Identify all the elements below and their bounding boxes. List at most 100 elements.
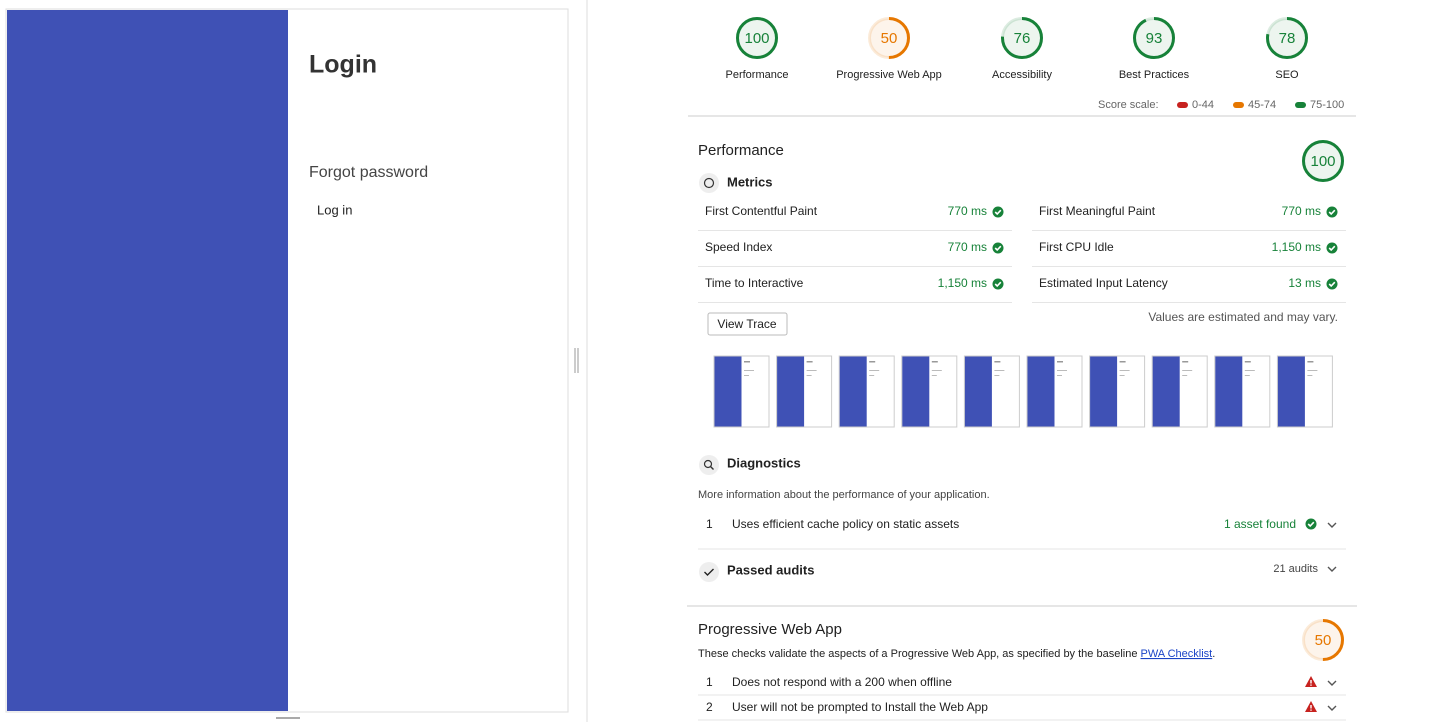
gauge-arc [1266,17,1308,59]
diagnostics-icon [699,455,719,475]
filmstrip-text [1307,375,1313,376]
filmstrip-text [869,361,876,363]
filmstrip-sidebar [1215,356,1243,427]
metric-value: 770 ms [948,240,987,254]
login-button[interactable]: Log in [317,202,352,217]
gauge-arc [736,17,778,59]
sidebar [7,10,288,711]
filmstrip-text [1244,375,1250,376]
pwa-checklist-link[interactable]: PWA Checklist [1141,648,1213,660]
pwa-description-text: These checks validate the aspects of a P… [698,648,1141,660]
gauge-label: Accessibility [992,69,1052,81]
passed-icon-check [704,568,714,576]
filmstrip-sidebar [714,356,742,427]
metrics-icon-glyph [703,177,715,189]
legend-label: 0-44 [1192,99,1214,111]
filmstrip-text [994,361,1001,363]
metric-name: Estimated Input Latency [1039,276,1168,290]
filmstrip-text [744,375,749,376]
section-gauge-arc [1302,140,1344,182]
pass-icon-check [1328,245,1336,252]
filmstrip-sidebar [1090,356,1118,427]
pass-icon-check [994,209,1002,216]
diagnostics-description: More information about the performance o… [698,489,990,501]
chevron [1327,705,1337,711]
filmstrip-text [1244,370,1255,371]
metric-name: Time to Interactive [705,276,804,290]
filmstrip-text [1119,375,1125,376]
metric-value: 1,150 ms [938,276,987,290]
subsection-title: Metrics [727,174,773,189]
legend-swatch [1233,102,1244,108]
pass-icon-check [1328,281,1336,288]
filmstrip-text [744,361,750,363]
filmstrip-text [1119,370,1130,371]
pass-icon-check [1307,521,1315,528]
filmstrip-sidebar [1277,356,1305,427]
metric-name: Speed Index [705,240,772,254]
subsection-title: Diagnostics [727,455,801,470]
filmstrip-text [931,361,938,363]
audit-title: Does not respond with a 200 when offline [732,675,952,689]
gauge-label: Progressive Web App [836,69,942,81]
section-gauge-score: 50 [1315,632,1332,649]
metrics-note: Values are estimated and may vary. [1148,310,1338,324]
filmstrip-text [1307,370,1318,371]
view-trace-label: View Trace [717,317,776,331]
filmstrip-sidebar [902,356,930,427]
filmstrip-text [1057,375,1062,376]
metric-value: 13 ms [1288,276,1321,290]
metric-value: 770 ms [948,204,987,218]
gauge-arc [868,17,910,59]
gauge-label: SEO [1275,69,1299,81]
audit-index: 1 [706,675,713,689]
filmstrip-text [744,370,754,371]
section-title: Progressive Web App [698,621,842,638]
chevron [1327,522,1337,528]
metric-name: First Meaningful Paint [1039,204,1156,218]
filmstrip-text [1182,361,1189,363]
filmstrip-text [994,375,1000,376]
section-gauge-score: 100 [1310,153,1335,170]
filmstrip-text [931,370,942,371]
metric-value: 1,150 ms [1272,240,1321,254]
metric-name: First CPU Idle [1039,240,1114,254]
gauge-arc [1001,17,1043,59]
gauge-score: 76 [1014,30,1031,47]
forgot-link[interactable]: Forgot password [309,164,428,181]
gauge-label: Performance [726,69,789,81]
diagnostics-icon-glyph [703,459,713,469]
passed-count: 21 audits [1273,563,1318,575]
app-title: Login [309,51,377,79]
filmstrip-text [869,370,880,371]
metric-value: 770 ms [1282,204,1321,218]
audit-title: User will not be prompted to Install the… [732,700,988,714]
metrics-icon [699,173,719,193]
view-trace-button[interactable] [707,312,788,336]
filmstrip-sidebar [1152,356,1180,427]
gauge-score: 78 [1279,30,1296,47]
section-gauge-arc [1302,619,1344,661]
filmstrip-text [1182,375,1188,376]
pass-icon-check [994,281,1002,288]
chevron [1327,680,1337,686]
chevron [1327,566,1337,572]
filmstrip-text [1057,361,1063,363]
filmstrip-sidebar [777,356,805,427]
gauge-score: 93 [1146,30,1163,47]
filmstrip-text [1182,370,1193,371]
filmstrip-text [806,361,813,363]
legend-swatch [1177,102,1188,108]
gauge-arc [1133,17,1175,59]
section-title: Performance [698,142,784,159]
pwa-description-end: . [1212,648,1215,660]
gauge-score: 50 [881,30,898,47]
audit-index: 2 [706,700,713,714]
filmstrip-text [1244,361,1251,363]
gauge-label: Best Practices [1119,69,1190,81]
pass-icon-check [1328,209,1336,216]
filmstrip-sidebar [964,356,992,427]
filmstrip-text [1119,361,1126,363]
